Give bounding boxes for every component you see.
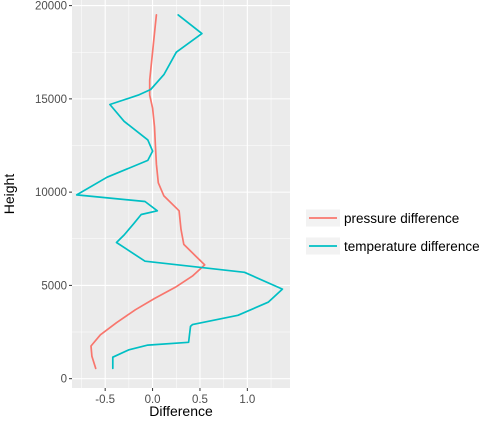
x-tick-label: 0.0 xyxy=(145,394,161,406)
y-tick-label: 0 xyxy=(61,374,67,386)
series-line-pressure-difference xyxy=(90,14,206,370)
x-axis-title: Difference xyxy=(149,403,213,419)
legend-label: temperature difference xyxy=(344,239,480,254)
plot-panel xyxy=(72,0,290,388)
x-tick-label: 1.0 xyxy=(239,394,255,406)
y-axis-title: Height xyxy=(1,174,17,215)
y-axis: 0 5000 10000 15000 20000 xyxy=(35,1,72,386)
x-tick-label: -0.5 xyxy=(95,394,115,406)
x-tick-label: 0.5 xyxy=(192,394,208,406)
series-layer xyxy=(75,14,284,370)
grid-major xyxy=(72,0,290,388)
series-line-temperature-difference xyxy=(75,14,284,370)
x-axis: -0.5 0.0 0.5 1.0 xyxy=(95,388,255,406)
legend: pressure difference temperature differenc… xyxy=(306,209,480,255)
y-tick-label: 5000 xyxy=(41,280,67,292)
legend-label: pressure difference xyxy=(344,211,459,226)
y-tick-label: 20000 xyxy=(35,1,67,13)
grid-minor xyxy=(72,0,290,388)
y-tick-label: 15000 xyxy=(35,94,67,106)
y-tick-label: 10000 xyxy=(35,187,67,199)
